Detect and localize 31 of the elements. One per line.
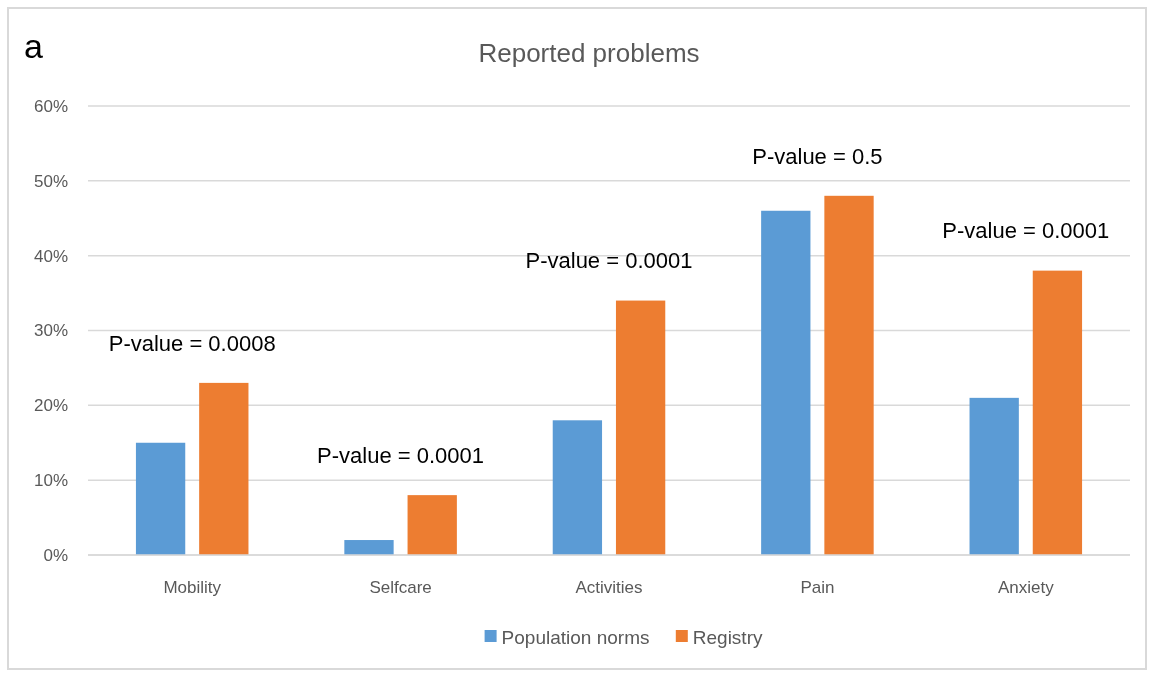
bar xyxy=(615,300,666,555)
y-tick-label: 20% xyxy=(33,396,68,416)
annotation: P-value = 0.5 xyxy=(752,143,883,169)
legend-label: Population norms xyxy=(501,626,650,648)
bar xyxy=(135,442,186,555)
annotation: P-value = 0.0001 xyxy=(525,248,693,274)
x-tick-label: Selfcare xyxy=(369,578,432,597)
bar xyxy=(344,540,394,555)
text: a xyxy=(24,27,43,65)
bar xyxy=(199,382,249,555)
bar xyxy=(761,210,811,555)
bar xyxy=(969,397,1019,555)
bar xyxy=(824,195,874,555)
y-tick-label: 0% xyxy=(43,545,68,565)
bar xyxy=(407,495,457,555)
bar xyxy=(552,420,603,555)
chart-title: Reported problems xyxy=(478,38,700,68)
y-tick-label: 50% xyxy=(33,171,68,191)
annotation: P-value = 0.0008 xyxy=(108,330,276,356)
y-tick-label: 40% xyxy=(33,246,68,266)
x-tick-label: Anxiety xyxy=(997,578,1055,597)
x-tick-label: Activities xyxy=(575,578,643,597)
y-tick-label: 10% xyxy=(33,471,68,491)
bar xyxy=(1032,270,1083,555)
x-tick-label: Mobility xyxy=(163,578,222,597)
annotation: P-value = 0.0001 xyxy=(317,442,485,468)
y-tick-label: 60% xyxy=(33,96,68,116)
x-tick-label: Pain xyxy=(800,578,835,597)
y-tick-label: 30% xyxy=(33,321,68,341)
annotation: P-value = 0.0001 xyxy=(942,218,1110,244)
legend-label: Registry xyxy=(692,626,763,648)
